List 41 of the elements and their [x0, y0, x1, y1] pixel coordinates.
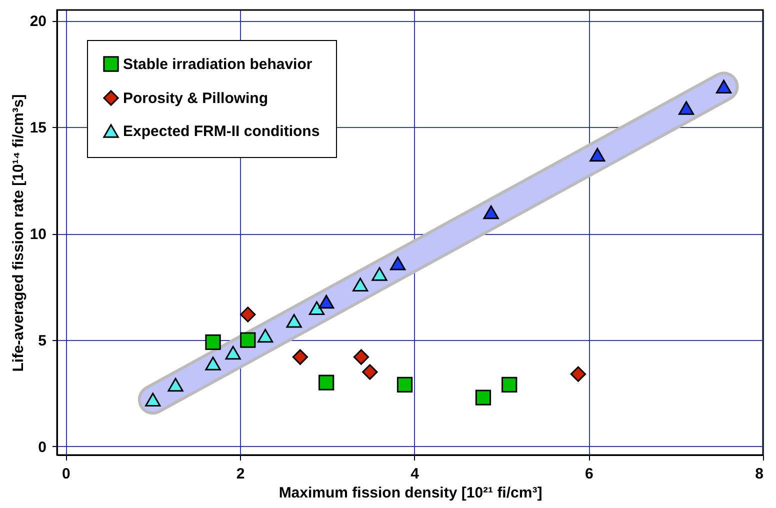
point	[292, 349, 308, 365]
point	[502, 376, 518, 393]
y-tick-label: 15	[30, 120, 46, 137]
y-tick-label: 0	[38, 438, 46, 456]
point	[145, 392, 161, 407]
point	[205, 356, 221, 370]
point	[590, 148, 606, 162]
legend-label: Expected FRM-II conditions	[123, 123, 320, 140]
x-axis-title: Maximum fission density [10²¹ fi/cm³]	[278, 484, 542, 502]
legend-label: Stable irradiation behavior	[123, 56, 312, 73]
legend-label: Porosity & Pillowing	[123, 90, 268, 107]
point	[396, 376, 413, 393]
point	[308, 301, 325, 315]
point	[257, 328, 274, 343]
point	[318, 374, 334, 390]
x-tick-label: 6	[585, 466, 594, 482]
point	[372, 267, 388, 281]
x-tick-label: 8	[755, 466, 764, 482]
point	[475, 390, 492, 406]
point	[168, 378, 184, 392]
point	[390, 256, 406, 270]
y-axis-title: Life-averaged fission rate [10¹⁴ fi/cm³s]	[10, 94, 27, 372]
x-tick-label: 2	[236, 466, 245, 482]
point	[678, 101, 694, 115]
point	[570, 366, 586, 382]
point	[483, 205, 499, 220]
point	[362, 364, 378, 380]
point	[205, 334, 221, 350]
y-tick-label: 20	[30, 13, 46, 30]
x-tick-label: 0	[62, 466, 70, 482]
point	[286, 314, 302, 328]
x-tick-label: 4	[410, 466, 420, 482]
point	[225, 346, 241, 360]
point	[352, 278, 368, 292]
point	[240, 306, 256, 322]
point	[240, 332, 256, 348]
point	[318, 294, 334, 309]
y-tick-label: 5	[38, 332, 46, 350]
point	[353, 349, 370, 365]
y-tick-label: 10	[30, 226, 46, 244]
point	[716, 80, 732, 94]
